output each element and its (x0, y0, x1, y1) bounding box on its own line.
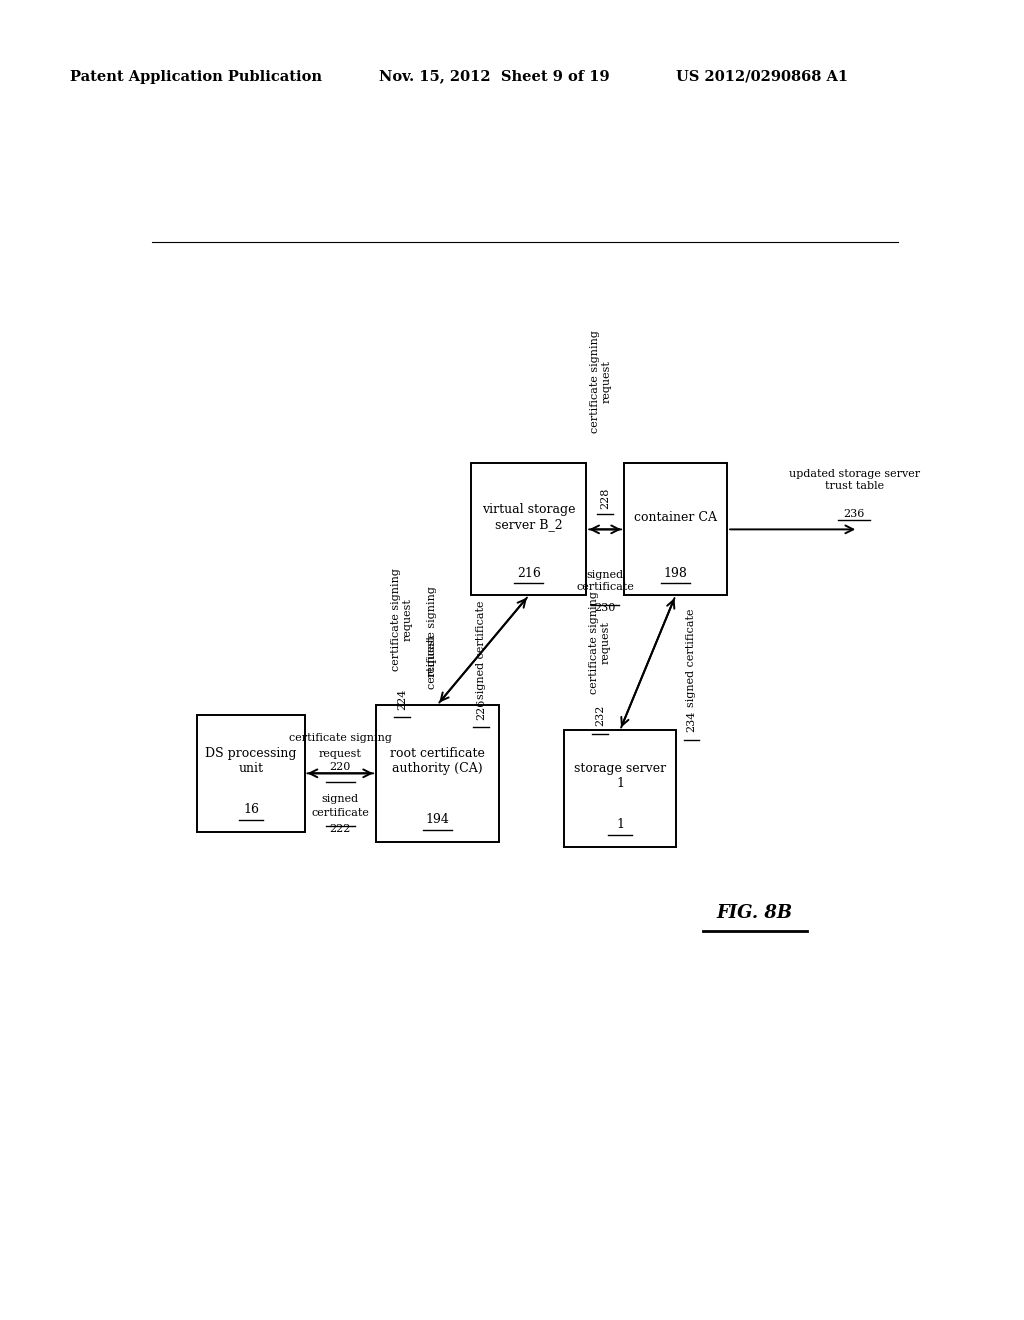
Bar (624, 463, 727, 595)
Text: 1: 1 (616, 818, 624, 832)
Text: certificate signing: certificate signing (289, 733, 392, 743)
Text: US 2012/0290868 A1: US 2012/0290868 A1 (676, 70, 848, 83)
Text: 236: 236 (844, 510, 865, 519)
Text: storage server
1: storage server 1 (574, 763, 666, 791)
Text: signed
certificate: signed certificate (577, 570, 634, 591)
Bar (198, 715, 304, 832)
Text: certificate signing
request: certificate signing request (590, 591, 611, 694)
Text: container CA: container CA (634, 511, 717, 524)
Text: 16: 16 (243, 803, 259, 816)
Text: DS processing
unit: DS processing unit (205, 747, 297, 775)
Text: signed certificate: signed certificate (476, 601, 486, 700)
Bar (471, 463, 587, 595)
Text: request: request (427, 634, 436, 677)
Text: 230: 230 (595, 602, 615, 612)
Text: root certificate
authority (CA): root certificate authority (CA) (390, 747, 485, 775)
Text: 234: 234 (686, 711, 696, 733)
Text: certificate signing
request: certificate signing request (591, 330, 612, 433)
Text: certificate signing: certificate signing (427, 586, 436, 689)
Text: virtual storage
server B_2: virtual storage server B_2 (482, 503, 575, 531)
Text: certificate: certificate (311, 808, 370, 818)
Text: 228: 228 (600, 487, 610, 510)
Text: 224: 224 (396, 688, 407, 710)
Text: request: request (318, 748, 361, 759)
Text: Nov. 15, 2012  Sheet 9 of 19: Nov. 15, 2012 Sheet 9 of 19 (379, 70, 609, 83)
Text: FIG. 8B: FIG. 8B (717, 904, 793, 921)
Text: updated storage server
trust table: updated storage server trust table (788, 469, 920, 491)
Text: certificate signing
request: certificate signing request (391, 568, 413, 671)
Text: 198: 198 (664, 566, 687, 579)
Text: 216: 216 (517, 566, 541, 579)
Text: signed: signed (322, 793, 358, 804)
Text: 220: 220 (330, 763, 351, 772)
Bar (564, 730, 676, 847)
Text: Patent Application Publication: Patent Application Publication (70, 70, 322, 83)
Text: 222: 222 (330, 824, 351, 834)
Text: 194: 194 (426, 813, 450, 826)
Bar (376, 705, 499, 842)
Text: 226: 226 (476, 698, 486, 719)
Text: 232: 232 (595, 705, 605, 726)
Text: signed certificate: signed certificate (686, 609, 696, 708)
